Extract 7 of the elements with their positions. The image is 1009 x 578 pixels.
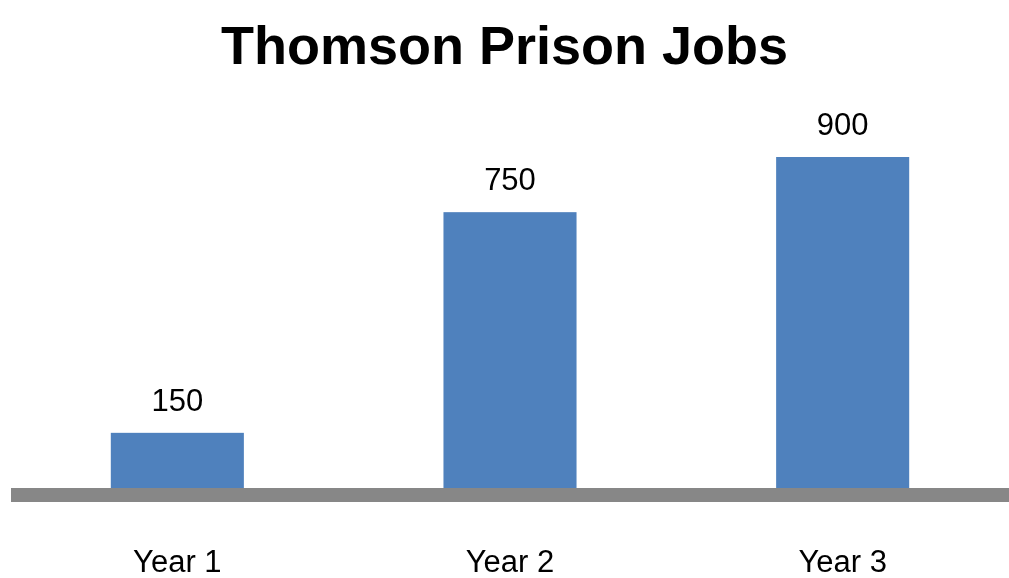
- x-tick-label: Year 2: [465, 544, 555, 578]
- data-label: 150: [151, 382, 204, 418]
- x-tick-label: Year 3: [798, 544, 887, 578]
- data-label: 900: [816, 107, 869, 142]
- x-tick-label: Year 1: [133, 544, 222, 578]
- data-label: 750: [484, 162, 536, 198]
- chart-title: Thomson Prison Jobs: [220, 15, 789, 75]
